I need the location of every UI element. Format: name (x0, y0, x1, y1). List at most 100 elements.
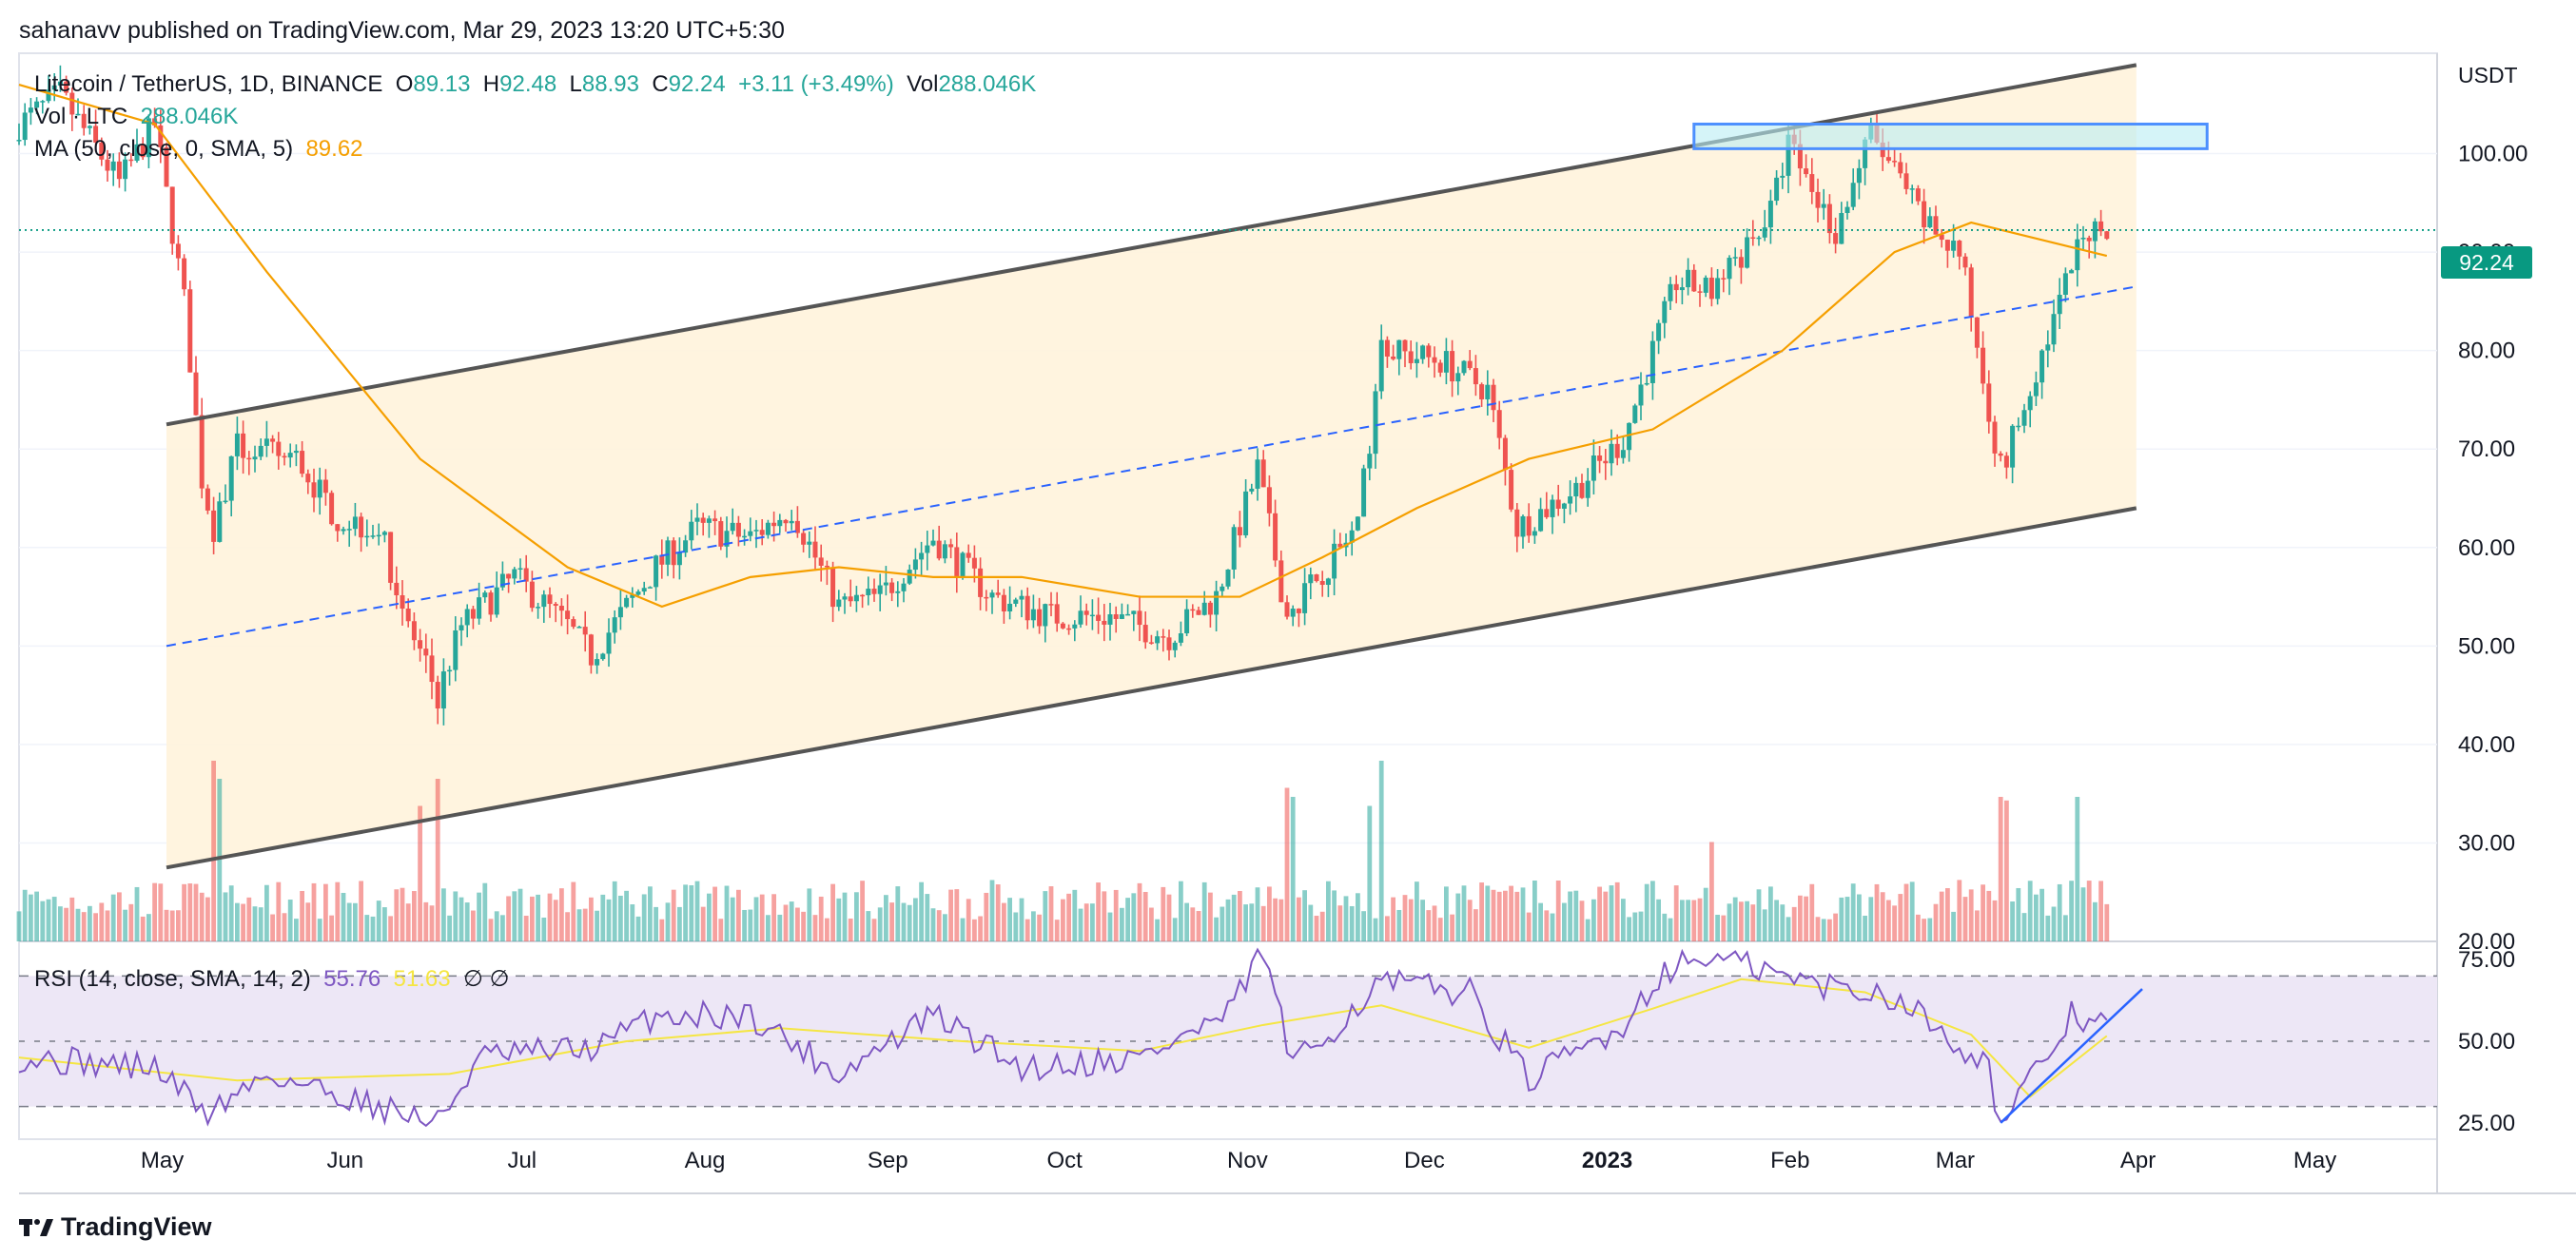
candle-body (81, 113, 87, 128)
candle-body (824, 565, 829, 568)
volume-bar (606, 899, 612, 941)
volume-bar (2027, 881, 2033, 941)
volume-bar (2004, 800, 2009, 941)
volume-bar (1485, 885, 1491, 941)
candle-body (2062, 273, 2068, 295)
volume-bar (930, 908, 936, 941)
candle-body (1885, 157, 1891, 162)
volume-legend[interactable]: Vol · LTC 288.046K (34, 104, 238, 130)
volume-bar (1844, 897, 1850, 941)
candle-body (158, 125, 164, 148)
candle-body (435, 682, 440, 709)
candle-body (954, 547, 960, 577)
volume-bar (34, 891, 39, 941)
volume-bar (677, 906, 682, 941)
volume-bar (1957, 880, 1962, 941)
candle-body (1089, 614, 1095, 617)
candle-body (1119, 614, 1124, 619)
volume-bar (1591, 899, 1596, 941)
volume-legend-value: 288.046K (140, 104, 239, 129)
volume-bar (1503, 890, 1508, 941)
candle-body (1432, 357, 1437, 363)
volume-bar (1072, 889, 1078, 941)
volume-bar (694, 881, 700, 941)
candle-body (418, 640, 423, 649)
volume-bar (582, 908, 588, 941)
candle-body (676, 552, 682, 566)
price-tick-label: 60.00 (2458, 535, 2515, 561)
volume-bar (1986, 890, 1992, 941)
rsi-line (18, 947, 2108, 1128)
candlesticks (16, 65, 2110, 726)
volume-bar (995, 884, 1001, 941)
candle-body (1260, 459, 1266, 488)
candle-body (1337, 543, 1343, 548)
candle-body (735, 522, 741, 537)
volume-bar (795, 907, 800, 941)
volume-bar (246, 897, 252, 941)
candle-body (1649, 340, 1655, 383)
candle-body (234, 433, 240, 456)
tradingview-branding[interactable]: TradingView (19, 1212, 212, 1242)
candle-body (317, 479, 322, 498)
candle-body (1142, 625, 1148, 643)
volume-bar (93, 913, 98, 941)
candle-body (1496, 410, 1502, 438)
candle-body (1355, 516, 1360, 531)
candle-body (1502, 437, 1508, 471)
candle-body (1207, 602, 1213, 615)
candle-body (287, 453, 293, 458)
volume-bar (730, 897, 735, 941)
volume-bar (771, 894, 776, 941)
volume-bar (1727, 903, 1732, 941)
volume-bar (22, 889, 28, 941)
candle-body (1627, 422, 1632, 451)
candle-body (1349, 530, 1355, 543)
close-label: C (652, 71, 669, 97)
candle-body (1614, 443, 1620, 458)
volume-bar (1538, 902, 1543, 941)
candle-body (753, 530, 759, 532)
volume-bar (1402, 895, 1408, 941)
candle-body (87, 126, 92, 128)
rsi-legend[interactable]: RSI (14, close, SMA, 14, 2) 55.76 51.63 … (34, 965, 509, 993)
time-tick-label: Mar (1936, 1148, 1975, 1173)
volume-bar (1166, 894, 1172, 941)
time-tick-label: Aug (685, 1148, 726, 1173)
volume-bar (1161, 886, 1166, 941)
candle-body (1544, 509, 1550, 517)
candle-body (1732, 257, 1738, 259)
volume-bar (1520, 887, 1526, 941)
volume-bar (1172, 918, 1178, 941)
candle-body (1302, 583, 1308, 613)
candle-body (529, 581, 535, 609)
candle-body (282, 455, 287, 458)
volume-bar (16, 911, 22, 941)
volume-bar (146, 914, 151, 941)
volume-bar (164, 909, 169, 941)
volume-bar (1526, 912, 1532, 941)
low-label: L (569, 71, 582, 97)
candle-body (624, 597, 630, 608)
candle-body (706, 518, 712, 523)
candle-body (789, 520, 794, 524)
candle-body (1096, 614, 1102, 621)
symbol-legend[interactable]: Litecoin / TetherUS, 1D, BINANCE O89.13 … (34, 71, 1036, 98)
volume-bar (1249, 903, 1255, 941)
candle-body (1986, 383, 1992, 422)
candle-body (689, 521, 694, 541)
volume-bar (241, 903, 245, 941)
candle-body (1939, 234, 1944, 241)
candle-body (1384, 339, 1390, 357)
candle-body (1568, 496, 1573, 504)
currency-label[interactable]: USDT (2458, 63, 2518, 87)
candle-body (1644, 382, 1649, 385)
ma-legend[interactable]: MA (50, close, 0, SMA, 5) 89.62 (34, 136, 363, 163)
volume-bar (217, 779, 223, 941)
volume-bar (1297, 897, 1301, 941)
volume-bar (807, 888, 812, 941)
volume-bar (618, 895, 623, 941)
candle-body (187, 289, 193, 373)
volume-bar (989, 880, 995, 941)
